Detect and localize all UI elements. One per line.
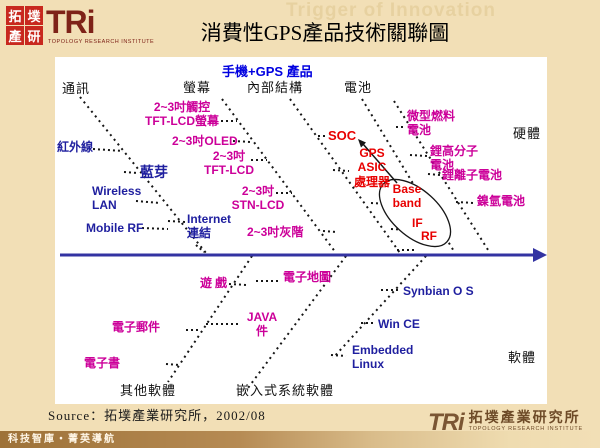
label-li-ion: 鋰離子電池 [442,168,503,182]
label-grayscale: 2~3吋灰階 [247,225,304,239]
footer-logo-subtitle: TOPOLOGY RESEARCH INSTITUTE [468,426,583,433]
label-li-polymer: 鋰高分子 電池 [430,144,479,173]
logo-block-char: 拓 [6,6,24,25]
label-micro-fuel-cell: 微型燃料 電池 [407,109,456,138]
category-hardware: 硬體 [513,126,542,141]
rib-os [332,255,427,359]
category-other-software: 其他軟體 [120,383,177,398]
label-internet-link: Internet 連結 [187,212,232,241]
label-stn-lcd: 2~3吋 STN-LCD [231,184,285,213]
page-title: 消費性GPS產品技術關聯圖 [200,21,450,45]
label-infrared: 紅外線 [57,140,94,154]
rib-screen [221,98,337,254]
label-win-ce: Win CE [378,317,420,331]
dotted-ribs [79,96,491,389]
source-note: Source：拓墣產業研究所，2002/08 [48,408,266,423]
tri-logo-subtitle: TOPOLOGY RESEARCH INSTITUTE [48,39,155,45]
product-label: 手機+GPS 產品 [222,64,313,79]
footer-slogan: 科技智庫‧菁英導航 [8,434,116,445]
category-battery: 電池 [344,80,373,95]
dotted-connectors [92,120,475,366]
label-symbian-os: Synbian O S [403,284,474,298]
label-baseband: Base band [392,182,422,211]
label-ebook: 電子書 [84,356,121,370]
soc-arrow-line [362,143,398,184]
label-oled: 2~3吋OLED [172,134,238,148]
label-bluetooth: 藍芽 [140,164,168,180]
baseband-ellipse [378,178,452,248]
label-game: 遊戲 [200,276,231,290]
label-rf: RF [421,229,437,243]
tri-logo-icon: TRi [46,4,96,40]
category-embedded-software: 嵌入式系統軟體 [236,383,335,398]
category-software: 軟體 [508,350,537,365]
rib-internal [289,98,401,254]
tri-logo-blocks-icon: 拓 墣 產 研 [6,6,44,46]
soc-arrowhead-icon [358,139,366,148]
watermark-text: Trigger of Innovation [286,0,496,21]
label-mobile-rf: Mobile RF [86,221,144,235]
label-soc: SOC [328,128,357,143]
category-comm: 通訊 [62,81,91,96]
label-emap: 電子地圖 [283,270,332,284]
footer-logo-name: 拓墣產業研究所 [468,411,581,426]
label-gps-asic: GPS ASIC 處理器 [353,146,390,189]
label-tft-lcd: 2~3吋 TFT-LCD [204,149,254,178]
logo-block-char: 研 [25,26,43,45]
label-nimh: 鎳氫電池 [477,194,526,208]
logo-block-char: 產 [6,26,24,45]
label-java: JAVA 件 [246,310,278,339]
footer-tri-logo: TRi 拓墣產業研究所 TOPOLOGY RESEARCH INSTITUTE [428,411,583,435]
category-internal: 內部結構 [247,80,304,95]
logo-block-char: 墣 [25,6,43,25]
spine-arrowhead-icon [533,248,547,262]
label-email: 電子郵件 [112,320,161,334]
label-if: IF [412,216,423,230]
label-embedded-linux: Embedded Linux [352,343,414,372]
footer-bar [0,431,600,448]
footer-tri-logo-icon: TRi [428,409,465,436]
label-wireless-lan: Wireless LAN [92,184,142,213]
rib-other-software [167,255,253,383]
category-screen: 螢幕 [183,80,212,95]
label-touch-tft-lcd: 2~3吋觸控 TFT-LCD螢幕 [145,100,219,129]
